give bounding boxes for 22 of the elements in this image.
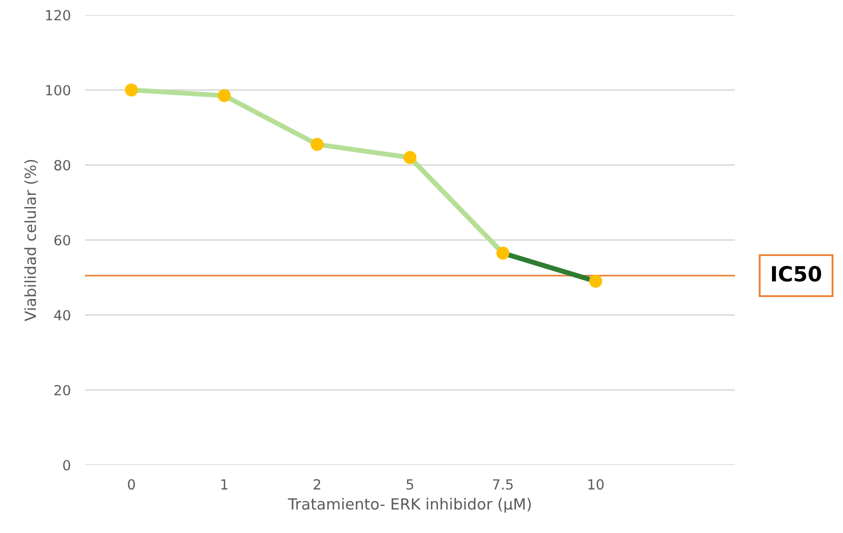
point: [496, 246, 510, 260]
x-tick-label: 10: [588, 479, 604, 490]
y-tick-label: 100: [46, 84, 70, 96]
x-tick-label: 7.5: [492, 479, 513, 490]
point: [218, 89, 231, 102]
x-axis-title: Tratamiento- ERK inhibidor (µM): [288, 498, 531, 513]
y-tick-label: 20: [54, 384, 70, 396]
ref-line-label: IC50: [772, 266, 822, 282]
y-tick-label: 80: [54, 160, 70, 170]
point: [589, 274, 602, 288]
x-tick-label: 1: [221, 479, 228, 490]
x-tick-label: 0: [128, 479, 135, 490]
y-tick-label: 60: [54, 234, 70, 246]
y-axis-title: Viabilidad celular (%): [24, 160, 38, 322]
x-tick-label: 2: [314, 479, 320, 490]
x-tick-label: 5: [406, 479, 414, 490]
y-tick-label: 40: [54, 310, 70, 320]
point: [310, 138, 324, 151]
y-tick-label: 120: [46, 10, 70, 20]
y-tick-label: 0: [63, 460, 70, 470]
point: [403, 150, 417, 164]
point: [124, 83, 138, 97]
